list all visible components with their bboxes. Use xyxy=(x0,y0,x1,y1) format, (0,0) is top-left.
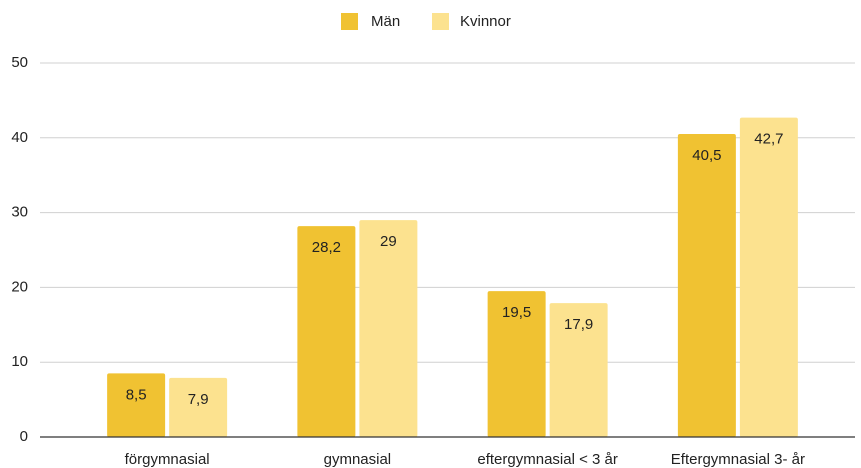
y-tick-label: 40 xyxy=(11,129,28,146)
y-tick-label: 10 xyxy=(11,353,28,370)
data-label: 42,7 xyxy=(754,131,783,148)
y-tick-label: 50 xyxy=(11,54,28,71)
data-label: 40,5 xyxy=(692,147,721,164)
data-label: 19,5 xyxy=(502,304,531,321)
legend-label: Kvinnor xyxy=(460,13,511,30)
y-tick-label: 30 xyxy=(11,204,28,221)
bar xyxy=(549,303,608,437)
x-tick-label: eftergymnasial < 3 år xyxy=(477,451,618,468)
legend-label: Män xyxy=(371,13,400,30)
x-tick-label: Eftergymnasial 3- år xyxy=(671,451,805,468)
y-tick-label: 0 xyxy=(20,428,28,445)
y-tick-label: 20 xyxy=(11,278,28,295)
bar xyxy=(107,373,166,437)
bar xyxy=(297,226,356,437)
x-tick-label: gymnasial xyxy=(324,451,392,468)
data-label: 8,5 xyxy=(126,386,147,403)
legend-swatch xyxy=(341,13,358,30)
data-label: 7,9 xyxy=(188,391,209,408)
data-label: 17,9 xyxy=(564,316,593,333)
bar xyxy=(487,291,546,437)
bar xyxy=(169,377,228,437)
legend-swatch xyxy=(432,13,449,30)
data-label: 29 xyxy=(380,233,397,250)
bar xyxy=(677,134,736,437)
bar xyxy=(739,117,798,437)
data-label: 28,2 xyxy=(312,239,341,256)
bar xyxy=(359,220,418,437)
x-tick-label: förgymnasial xyxy=(125,451,210,468)
